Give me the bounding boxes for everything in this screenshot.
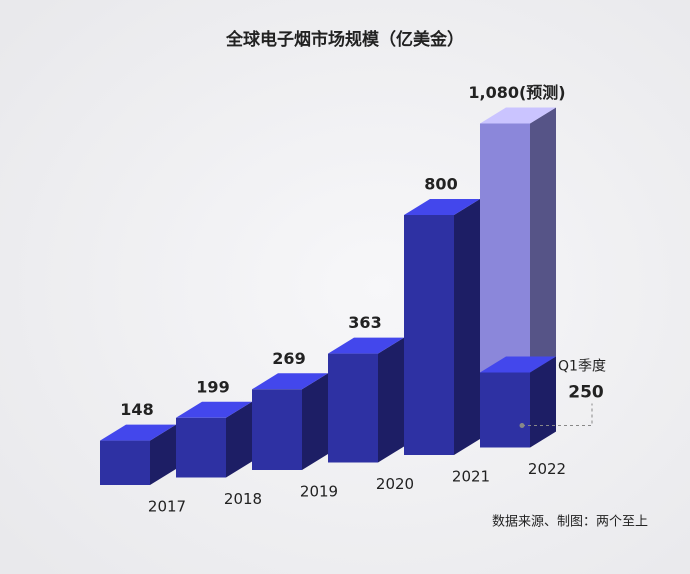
bar-side <box>302 373 328 470</box>
bar-top <box>480 107 556 124</box>
annotation-value: 250 <box>568 383 604 403</box>
bar <box>328 353 378 463</box>
bar-side <box>378 337 404 463</box>
bar-top <box>252 373 328 390</box>
value-label: 800 <box>424 175 457 194</box>
bar <box>252 389 302 470</box>
value-label: 148 <box>120 400 153 419</box>
bar-top <box>100 424 176 441</box>
bar-side <box>226 401 252 478</box>
annotation-line <box>522 403 593 426</box>
x-tick-label: 2022 <box>528 460 566 478</box>
value-label: 1,080(预测) <box>468 83 565 102</box>
bar <box>100 440 150 485</box>
source-note: 数据来源、制图：两个至上 <box>492 515 648 530</box>
x-tick-label: 2018 <box>224 490 262 508</box>
value-label: 269 <box>272 349 305 368</box>
chart-title: 全球电子烟市场规模（亿美金） <box>225 29 464 50</box>
bar-side <box>150 424 176 485</box>
x-tick-label: 2021 <box>452 468 490 486</box>
q1-bar-top <box>480 356 556 373</box>
bar-top <box>404 199 480 215</box>
annotation-label: Q1季度 <box>558 359 606 375</box>
q1-bar <box>480 372 530 448</box>
bar-side <box>454 199 480 455</box>
q1-bar-side <box>530 356 556 448</box>
x-tick-label: 2017 <box>148 498 186 516</box>
value-label: 199 <box>196 377 229 396</box>
x-tick-label: 2020 <box>376 475 414 493</box>
bar <box>176 417 226 478</box>
bar <box>404 215 454 455</box>
x-tick-label: 2019 <box>300 483 338 501</box>
bar-top <box>328 337 404 354</box>
bar-top <box>176 401 252 418</box>
value-label: 363 <box>348 313 381 332</box>
